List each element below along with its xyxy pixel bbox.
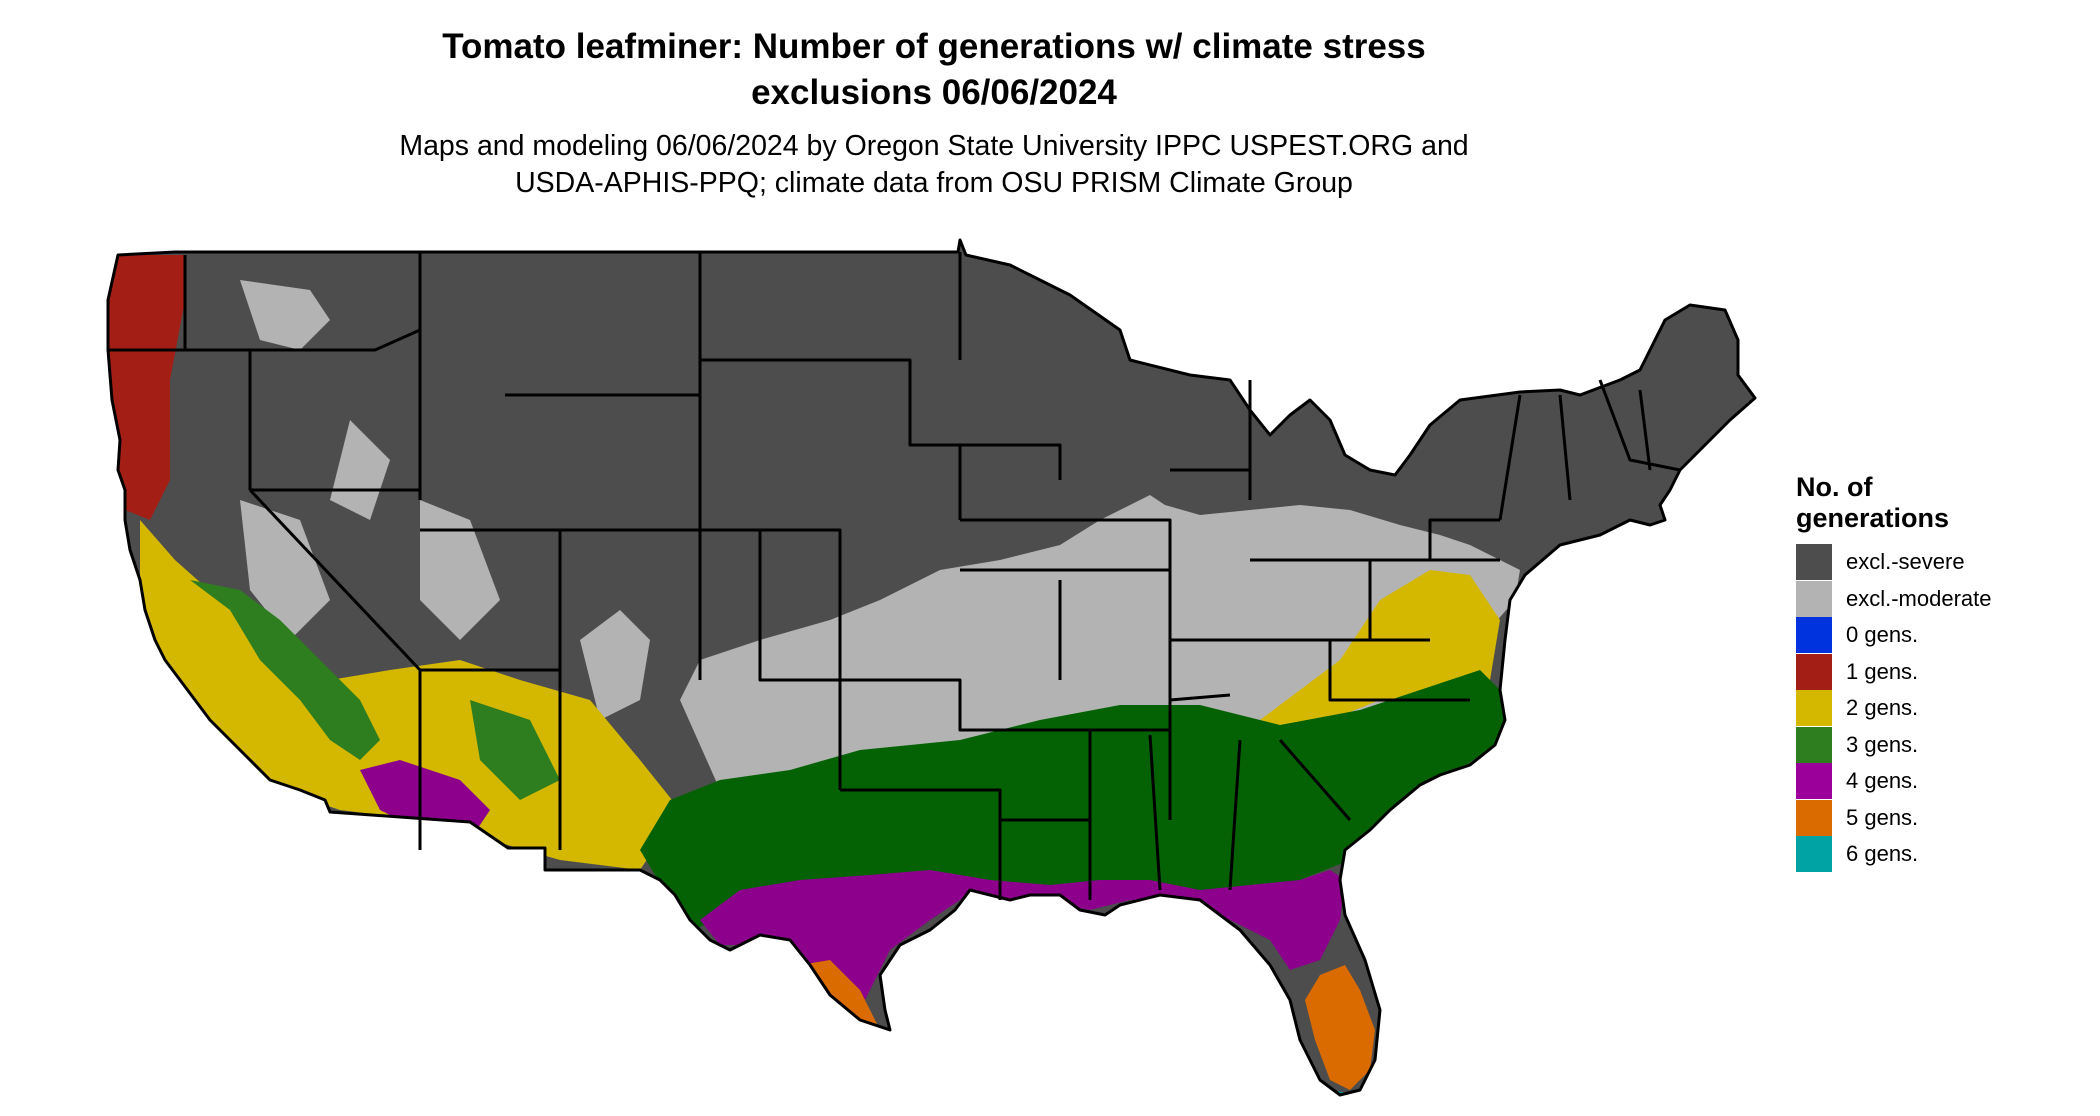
map-subtitle-line2: USDA-APHIS-PPQ; climate data from OSU PR… (515, 167, 1353, 199)
legend-item: excl.-moderate (1796, 580, 1992, 618)
map-title-line2: exclusions 06/06/2024 (751, 73, 1117, 112)
legend-label: 0 gens. (1846, 622, 1919, 648)
zone-4-gen (360, 760, 1345, 1010)
legend-label: 5 gens. (1846, 804, 1919, 830)
legend-label: excl.-severe (1846, 549, 1965, 575)
legend-swatch (1796, 580, 1832, 617)
legend-swatch (1796, 544, 1832, 581)
legend-swatch (1796, 617, 1832, 654)
legend-item: 4 gens. (1796, 763, 1992, 800)
legend-title-line2: generations (1796, 503, 1950, 533)
zone-3-gen (640, 670, 1510, 930)
legend-item: 0 gens. (1796, 617, 1992, 654)
legend-label: 3 gens. (1846, 731, 1919, 757)
map-legend: No. of generations excl.-severe excl.-mo… (1796, 472, 1992, 873)
zone-1-gen (108, 255, 185, 520)
zone-2-gen (140, 520, 1500, 870)
legend-items: excl.-severe excl.-moderate 0 gens. 1 ge… (1796, 544, 1992, 873)
legend-swatch (1796, 690, 1832, 727)
legend-swatch (1796, 836, 1832, 873)
map-title: Tomato leafminer: Number of generations … (0, 24, 1868, 116)
map-subtitle: Maps and modeling 06/06/2024 by Oregon S… (0, 128, 1868, 202)
legend-label: excl.-moderate (1846, 585, 1992, 611)
legend-item: excl.-severe (1796, 544, 1992, 581)
legend-label: 4 gens. (1846, 768, 1919, 794)
legend-item: 3 gens. (1796, 726, 1992, 764)
us-generations-map (106, 238, 1757, 1097)
legend-item: 1 gens. (1796, 653, 1992, 691)
zone-3-gen-west (190, 580, 560, 800)
legend-label: 2 gens. (1846, 695, 1919, 721)
legend-swatch (1796, 726, 1832, 763)
legend-label: 6 gens. (1846, 841, 1919, 867)
legend-swatch (1796, 763, 1832, 800)
state-boundaries (106, 238, 1757, 1097)
zone-excl-moderate-west (240, 280, 650, 720)
legend-swatch (1796, 799, 1832, 836)
legend-title-line1: No. of (1796, 472, 1873, 502)
legend-item: 6 gens. (1796, 836, 1992, 873)
legend-item: 5 gens. (1796, 799, 1992, 837)
legend-title: No. of generations (1796, 472, 1992, 534)
legend-swatch (1796, 653, 1832, 690)
legend-label: 1 gens. (1846, 658, 1919, 684)
map-subtitle-line1: Maps and modeling 06/06/2024 by Oregon S… (399, 130, 1469, 162)
legend-item: 2 gens. (1796, 690, 1992, 727)
map-title-line1: Tomato leafminer: Number of generations … (442, 27, 1426, 66)
